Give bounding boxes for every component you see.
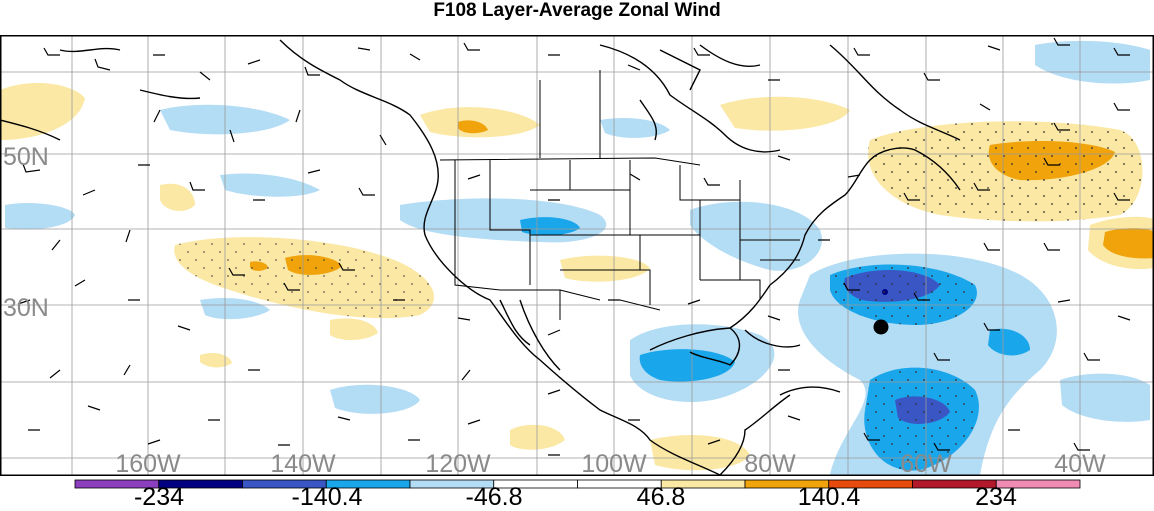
lon-label-60w: 60W — [900, 450, 952, 478]
borders — [439, 70, 800, 320]
lon-label-120w: 120W — [425, 450, 491, 478]
storm-marker — [873, 319, 889, 335]
map-title: F108 Layer-Average Zonal Wind — [433, 0, 721, 21]
colorbar-label-neg140: -140.4 — [291, 483, 363, 511]
wind-barbs — [17, 37, 1131, 456]
lon-label-40w: 40W — [1054, 450, 1106, 478]
lat-label-30n: 30N — [3, 294, 49, 322]
lon-label-140w: 140W — [270, 450, 336, 478]
graticule — [1, 36, 1153, 475]
colorbar-label-neg46: -46.8 — [465, 483, 523, 511]
lat-label-50n: 50N — [3, 143, 49, 171]
colorbar-label-140: 140.4 — [797, 483, 861, 511]
colorbar-label-234: 234 — [975, 483, 1017, 511]
lon-label-160w: 160W — [115, 450, 181, 478]
coastlines — [1, 39, 961, 475]
lon-label-100w: 100W — [581, 450, 647, 478]
colorbar-label-46: 46.8 — [636, 483, 686, 511]
colorbar-segment — [995, 479, 1081, 489]
map-frame — [0, 35, 1154, 476]
colorbar-label-neg234: -234 — [133, 483, 185, 511]
lon-label-80w: 80W — [744, 450, 796, 478]
wind-shading — [1, 40, 1153, 475]
